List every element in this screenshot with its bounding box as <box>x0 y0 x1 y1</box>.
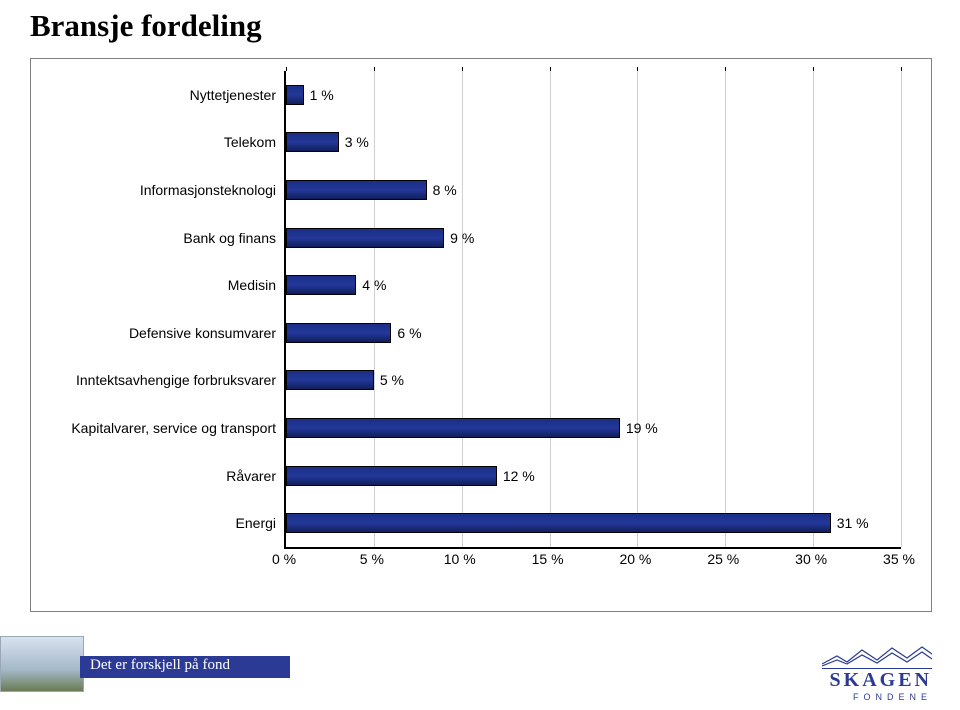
bar-wrap: 19 % <box>286 418 620 438</box>
x-tick-label: 15 % <box>532 551 564 567</box>
bar-row: Råvarer12 % <box>286 452 901 500</box>
bar-row: Kapitalvarer, service og transport19 % <box>286 404 901 452</box>
bar-row: Energi31 % <box>286 499 901 547</box>
bar-row: Defensive konsumvarer6 % <box>286 309 901 357</box>
bar-wrap: 8 % <box>286 180 427 200</box>
bar-wrap: 9 % <box>286 228 444 248</box>
gridline <box>901 71 902 547</box>
bar-wrap: 12 % <box>286 466 497 486</box>
x-tick-label: 5 % <box>360 551 384 567</box>
x-tick-label: 0 % <box>272 551 296 567</box>
value-label: 31 % <box>831 515 869 531</box>
bar-wrap: 6 % <box>286 323 391 343</box>
bar-wrap: 31 % <box>286 513 831 533</box>
category-label: Råvarer <box>226 468 286 484</box>
bar <box>286 85 304 105</box>
bar-row: Bank og finans9 % <box>286 214 901 262</box>
bar <box>286 228 444 248</box>
category-label: Telekom <box>224 134 286 150</box>
tagline-text: Det er forskjell på fond <box>90 657 230 674</box>
bar <box>286 180 427 200</box>
category-label: Bank og finans <box>183 230 286 246</box>
bar <box>286 513 831 533</box>
page-title: Bransje fordeling <box>30 8 262 44</box>
value-label: 6 % <box>391 325 421 341</box>
bar-row: Informasjonsteknologi8 % <box>286 166 901 214</box>
category-label: Informasjonsteknologi <box>140 182 286 198</box>
bar <box>286 418 620 438</box>
bar-wrap: 3 % <box>286 132 339 152</box>
logo: SKAGEN FONDENE <box>822 644 932 702</box>
bar-row: Nyttetjenester1 % <box>286 71 901 119</box>
x-tick-label: 25 % <box>707 551 739 567</box>
value-label: 9 % <box>444 230 474 246</box>
category-label: Medisin <box>228 277 286 293</box>
value-label: 4 % <box>356 277 386 293</box>
plot-area: Nyttetjenester1 %Telekom3 %Informasjonst… <box>284 71 901 549</box>
x-axis-ticks: 0 %5 %10 %15 %20 %25 %30 %35 % <box>284 551 899 591</box>
category-label: Inntektsavhengige forbruksvarer <box>76 372 286 388</box>
chart-inner: Nyttetjenester1 %Telekom3 %Informasjonst… <box>39 71 923 599</box>
bar <box>286 275 356 295</box>
bar-wrap: 4 % <box>286 275 356 295</box>
bar <box>286 370 374 390</box>
value-label: 8 % <box>427 182 457 198</box>
logo-graph-icon <box>822 644 932 669</box>
category-label: Nyttetjenester <box>190 87 286 103</box>
bar-wrap: 1 % <box>286 85 304 105</box>
value-label: 3 % <box>339 134 369 150</box>
category-label: Defensive konsumvarer <box>129 325 286 341</box>
value-label: 5 % <box>374 372 404 388</box>
x-tick-label: 20 % <box>619 551 651 567</box>
value-label: 12 % <box>497 468 535 484</box>
category-label: Kapitalvarer, service og transport <box>71 420 286 436</box>
x-tick-label: 10 % <box>444 551 476 567</box>
chart-frame: Nyttetjenester1 %Telekom3 %Informasjonst… <box>30 58 932 612</box>
bar <box>286 132 339 152</box>
category-label: Energi <box>236 515 286 531</box>
bar-row: Telekom3 % <box>286 119 901 167</box>
bar <box>286 323 391 343</box>
value-label: 19 % <box>620 420 658 436</box>
logo-text-bottom: FONDENE <box>822 692 932 702</box>
footer: Det er forskjell på fond SKAGEN FONDENE <box>0 626 960 710</box>
footer-image <box>0 636 84 692</box>
bar-row: Medisin4 % <box>286 261 901 309</box>
page: Bransje fordeling Nyttetjenester1 %Telek… <box>0 0 960 710</box>
logo-text-top: SKAGEN <box>822 669 932 692</box>
bar <box>286 466 497 486</box>
x-tick-label: 35 % <box>883 551 915 567</box>
value-label: 1 % <box>304 87 334 103</box>
bar-wrap: 5 % <box>286 370 374 390</box>
bar-row: Inntektsavhengige forbruksvarer5 % <box>286 357 901 405</box>
x-tick-label: 30 % <box>795 551 827 567</box>
